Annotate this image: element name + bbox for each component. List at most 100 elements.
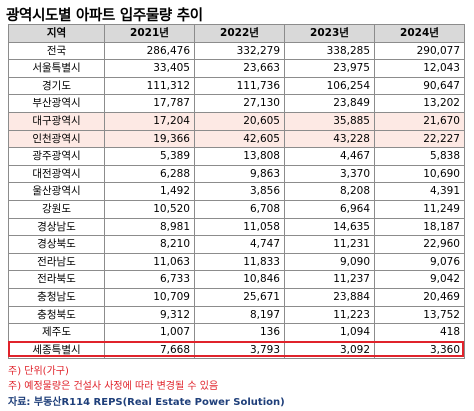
table-row: 울산광역시 1,492 3,856 8,208 4,391 [8,182,465,201]
value-cell: 1,094 [284,323,375,342]
region-cell: 경기도 [8,76,105,96]
value-cell: 43,228 [284,129,375,149]
source-credit: 자료: 부동산R114 REPS(Real Estate Power Solut… [8,397,285,408]
table-row: 전라남도 11,063 11,833 9,090 9,076 [8,252,465,272]
value-cell: 25,671 [194,287,285,307]
value-cell: 8,197 [194,305,285,325]
value-cell: 17,787 [104,94,195,113]
value-cell: 11,063 [104,252,195,272]
value-cell: 35,885 [284,111,375,131]
value-cell: 332,279 [194,41,285,61]
table-row: 경기도 111,312 111,736 106,254 90,647 [8,76,465,96]
table-row: 전라북도 6,733 10,846 11,237 9,042 [8,270,465,289]
column-header-2021: 2021년 [104,24,195,43]
value-cell: 9,090 [284,252,375,272]
value-cell: 23,975 [284,59,375,78]
supply-table: 지역 2021년 2022년 2023년 2024년 전국 286,476 332,… [8,24,465,360]
value-cell: 12,043 [374,59,465,78]
table-row: 대구광역시 17,204 20,605 35,885 21,670 [8,111,465,131]
value-cell: 3,370 [284,164,375,184]
region-cell: 대전광역시 [8,164,105,184]
column-header-2023: 2023년 [284,24,375,43]
column-header-region: 지역 [8,24,105,43]
value-cell: 9,042 [374,270,465,289]
value-cell: 8,210 [104,235,195,254]
table-row: 대전광역시 6,288 9,863 3,370 10,690 [8,164,465,184]
value-cell: 4,747 [194,235,285,254]
table-row: 서울특별시 33,405 23,663 23,975 12,043 [8,59,465,78]
value-cell: 11,223 [284,305,375,325]
table-row: 경상남도 8,981 11,058 14,635 18,187 [8,217,465,237]
value-cell: 11,249 [374,199,465,219]
value-cell: 22,227 [374,129,465,149]
table-body: 전국 286,476 332,279 338,285 290,077 서울특별시 33,40… [8,41,465,360]
region-cell: 제주도 [8,323,105,342]
value-cell: 6,733 [104,270,195,289]
value-cell: 4,467 [284,147,375,166]
table-header-row: 지역 2021년 2022년 2023년 2024년 [8,24,465,43]
table-row: 제주도 1,007 136 1,094 418 [8,323,465,342]
value-cell: 286,476 [104,41,195,61]
table-row: 충청북도 9,312 8,197 11,223 13,752 [8,305,465,325]
value-cell: 23,663 [194,59,285,78]
value-cell: 21,670 [374,111,465,131]
value-cell: 9,076 [374,252,465,272]
value-cell: 4,391 [374,182,465,201]
region-cell: 강원도 [8,199,105,219]
table-row: 전국 286,476 332,279 338,285 290,077 [8,41,465,61]
value-cell: 10,709 [104,287,195,307]
region-cell: 전라남도 [8,252,105,272]
region-cell: 울산광역시 [8,182,105,201]
value-cell: 136 [194,323,285,342]
value-cell: 10,846 [194,270,285,289]
value-cell: 290,077 [374,41,465,61]
value-cell: 10,520 [104,199,195,219]
region-cell: 부산광역시 [8,94,105,113]
region-cell: 전라북도 [8,270,105,289]
value-cell: 7,668 [104,340,195,360]
table-row: 광주광역시 5,389 13,808 4,467 5,838 [8,147,465,166]
value-cell: 6,708 [194,199,285,219]
value-cell: 11,237 [284,270,375,289]
column-header-2024: 2024년 [374,24,465,43]
value-cell: 6,964 [284,199,375,219]
value-cell: 23,849 [284,94,375,113]
region-cell: 인천광역시 [8,129,105,149]
value-cell: 13,808 [194,147,285,166]
value-cell: 3,360 [374,340,465,360]
value-cell: 10,690 [374,164,465,184]
value-cell: 20,605 [194,111,285,131]
value-cell: 9,312 [104,305,195,325]
value-cell: 3,793 [194,340,285,360]
value-cell: 11,231 [284,235,375,254]
table-row: 부산광역시 17,787 27,130 23,849 13,202 [8,94,465,113]
value-cell: 20,469 [374,287,465,307]
region-cell: 세종특별시 [8,340,105,360]
value-cell: 111,736 [194,76,285,96]
value-cell: 106,254 [284,76,375,96]
value-cell: 5,838 [374,147,465,166]
region-cell: 충청남도 [8,287,105,307]
region-cell: 전국 [8,41,105,61]
value-cell: 9,863 [194,164,285,184]
value-cell: 13,202 [374,94,465,113]
value-cell: 18,187 [374,217,465,237]
value-cell: 33,405 [104,59,195,78]
value-cell: 42,605 [194,129,285,149]
value-cell: 19,366 [104,129,195,149]
value-cell: 22,960 [374,235,465,254]
region-cell: 경상북도 [8,235,105,254]
value-cell: 14,635 [284,217,375,237]
value-cell: 11,058 [194,217,285,237]
region-cell: 서울특별시 [8,59,105,78]
table-row: 세종특별시 7,668 3,793 3,092 3,360 [8,340,465,360]
table-row: 인천광역시 19,366 42,605 43,228 22,227 [8,129,465,149]
value-cell: 8,208 [284,182,375,201]
value-cell: 27,130 [194,94,285,113]
table-row: 강원도 10,520 6,708 6,964 11,249 [8,199,465,219]
value-cell: 5,389 [104,147,195,166]
value-cell: 90,647 [374,76,465,96]
column-header-2022: 2022년 [194,24,285,43]
value-cell: 418 [374,323,465,342]
value-cell: 11,833 [194,252,285,272]
